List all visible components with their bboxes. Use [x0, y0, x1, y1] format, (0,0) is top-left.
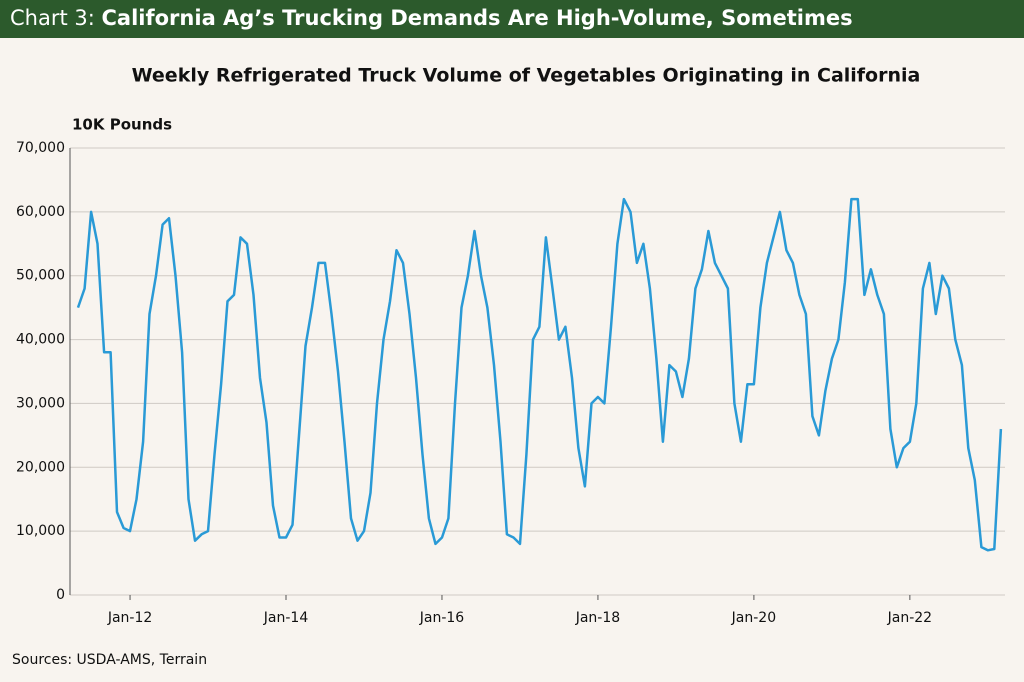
- data-line: [76, 197, 1003, 552]
- header: Chart 3: California Ag’s Trucking Demand…: [10, 6, 853, 30]
- x-tick-label: Jan-16: [419, 610, 465, 626]
- header-title: California Ag’s Trucking Demands Are Hig…: [102, 6, 853, 30]
- y-tick-label: 10,000: [16, 523, 65, 539]
- header-prefix: Chart 3:: [10, 6, 95, 30]
- x-tick-label: Jan-14: [263, 610, 309, 626]
- x-tick-label: Jan-20: [731, 610, 776, 626]
- y-tick-label: 30,000: [16, 395, 65, 411]
- y-tick-label: 60,000: [16, 204, 65, 220]
- y-tick-label: 40,000: [16, 332, 65, 348]
- x-tick-label: Jan-22: [887, 610, 932, 626]
- x-tick-label: Jan-12: [107, 610, 152, 626]
- y-axis-label: 10K Pounds: [72, 116, 172, 134]
- y-tick-label: 50,000: [16, 268, 65, 284]
- y-tick-label: 20,000: [16, 459, 65, 475]
- chart-title: Weekly Refrigerated Truck Volume of Vege…: [132, 65, 921, 87]
- header-bar: [0, 0, 1024, 38]
- source: Sources: USDA-AMS, Terrain: [12, 652, 207, 668]
- y-tick-label: 0: [56, 587, 65, 603]
- x-tick-label: Jan-18: [575, 610, 620, 626]
- y-tick-label: 70,000: [16, 140, 65, 156]
